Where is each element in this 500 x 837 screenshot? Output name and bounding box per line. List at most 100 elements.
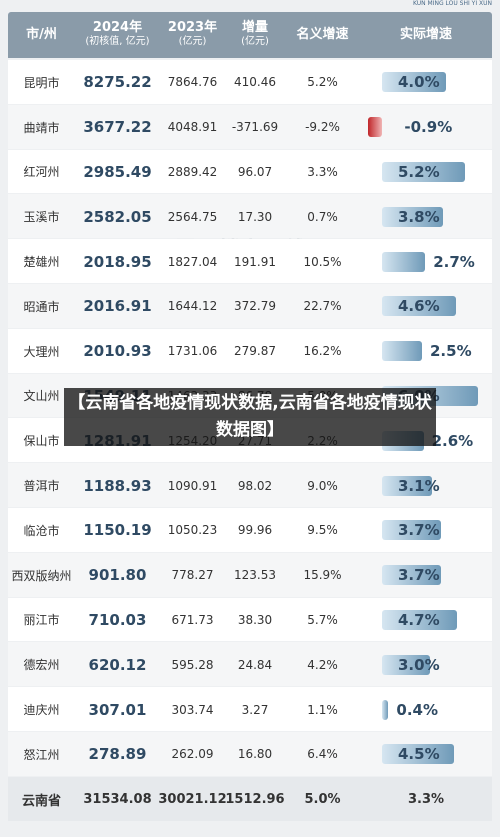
table-cell: 迪庆州 (23, 703, 60, 718)
growth-bar (382, 251, 426, 272)
table-cell: 红河州 (23, 165, 60, 180)
table-cell: 8275.22 (83, 73, 152, 92)
total-cell: 31534.08 (83, 791, 152, 807)
header-text: (初核值, 亿元) (85, 36, 150, 47)
header-text: 实际增速 (399, 27, 452, 42)
table-cell: 2016.91 (83, 297, 152, 316)
total-cell: 30021.12 (158, 791, 227, 807)
header-cell: 实际增速 (360, 12, 492, 58)
table-cell: 5.7% (307, 612, 338, 627)
growth-bar (382, 475, 432, 496)
table-cell: 2010.93 (83, 342, 152, 361)
table-cell: 7864.76 (167, 75, 218, 90)
growth-label: 4.6% (398, 297, 440, 316)
table-cell: -371.69 (231, 120, 279, 135)
table-cell: 2889.42 (167, 164, 218, 179)
table-cell: 大理州 (23, 344, 60, 359)
growth-bar (382, 162, 466, 182)
growth-label: 3.7% (398, 521, 440, 540)
growth-label: 2.5% (430, 342, 472, 361)
table-cell: 1090.91 (167, 478, 218, 493)
brand: KUN MING LOU SHI YI XUN (412, 0, 492, 7)
table-cell: 曲靖市 (23, 120, 60, 135)
table-cell: 3.27 (241, 702, 269, 717)
table-cell: 5.2% (307, 75, 338, 90)
table-cell: 671.73 (171, 612, 214, 627)
table-cell: 普洱市 (23, 479, 60, 494)
growth-bar (382, 654, 430, 675)
growth-label: 3.7% (398, 566, 440, 585)
header-cell: 增量 (亿元) (225, 12, 285, 58)
growth-bar (382, 296, 456, 317)
table-cell: 16.2% (303, 344, 342, 359)
header-text: 增量 (241, 20, 268, 35)
table-cell: 123.53 (234, 568, 276, 583)
table-cell: 德宏州 (23, 658, 60, 673)
header-text: 市/州 (26, 27, 57, 42)
growth-label: 2.6% (431, 431, 474, 450)
growth-bar (382, 520, 442, 541)
table-cell: 昭通市 (23, 299, 60, 314)
table-cell: 西双版纳州 (11, 568, 72, 583)
growth-label: 2.7% (433, 252, 475, 271)
table-cell: 4048.91 (167, 120, 218, 135)
growth-bar (382, 206, 443, 227)
table-cell: 372.79 (234, 299, 276, 314)
table-cell: 玉溪市 (23, 210, 60, 225)
table-cell: 6.4% (307, 747, 338, 762)
growth-bar (382, 610, 458, 630)
total-cell: 5.0% (304, 791, 341, 807)
table-cell: 99.96 (237, 523, 273, 538)
table-cell: 4.2% (307, 657, 338, 672)
table-cell: 丽江市 (23, 613, 60, 628)
table-cell: 1827.04 (167, 254, 218, 269)
table-cell: 901.80 (88, 566, 147, 585)
table-cell: 778.27 (171, 568, 214, 583)
growth-label: 3.0% (398, 655, 440, 674)
table-cell: 3.3% (307, 164, 338, 179)
table-cell: 307.01 (88, 700, 147, 719)
table-cell: 22.7% (303, 299, 342, 314)
table-cell: 98.02 (237, 478, 273, 493)
table-cell: 1188.93 (83, 476, 152, 495)
growth-bar (382, 744, 454, 765)
table-cell: 2985.49 (83, 162, 152, 181)
header-text: (亿元) (241, 36, 269, 47)
growth-label: 4.0% (398, 73, 440, 92)
table-cell: 17.30 (237, 209, 273, 224)
growth-bar (367, 117, 382, 138)
row-bg (8, 776, 492, 821)
growth-label: 4.5% (398, 745, 440, 764)
table-cell: 楚雄州 (23, 255, 60, 270)
caption: 【云南省各地疫情现状数据,云南省各地疫情现状数据图】 (64, 388, 436, 446)
table-cell: 96.07 (237, 164, 273, 179)
header-cell: 2024年 (初核值, 亿元) (75, 12, 160, 58)
growth-label: 3.1% (398, 476, 440, 495)
growth-label: 5.2% (398, 163, 440, 181)
table-cell: 临沧市 (23, 523, 60, 538)
growth-bar (382, 565, 442, 586)
header-text: 名义增速 (296, 27, 349, 42)
table-cell: 昆明市 (23, 75, 60, 90)
table-cell: 710.03 (88, 610, 147, 629)
header-cell: 名义增速 (285, 12, 360, 58)
header-bg (8, 12, 492, 58)
table-cell: 38.30 (237, 612, 273, 627)
header-text: (亿元) (178, 36, 207, 47)
table-cell: 1731.06 (167, 344, 218, 359)
table-cell: 24.84 (237, 657, 273, 672)
header-text: 2024年 (92, 20, 143, 35)
table-cell: 262.09 (171, 747, 214, 762)
total-cell: 云南省 (21, 793, 61, 809)
growth-label: 3.8% (398, 207, 440, 226)
table-cell: 1644.12 (167, 299, 218, 314)
growth-bar (382, 341, 422, 362)
table-cell: 3677.22 (83, 118, 152, 137)
table-cell: 620.12 (88, 655, 147, 674)
header-cell: 2023年 (亿元) (160, 12, 225, 58)
table-cell: 595.28 (171, 657, 214, 672)
table-cell: -9.2% (305, 120, 340, 135)
table-cell: 1.1% (307, 702, 338, 717)
growth-label: 0.4% (396, 700, 438, 719)
table-cell: 9.0% (307, 478, 338, 493)
